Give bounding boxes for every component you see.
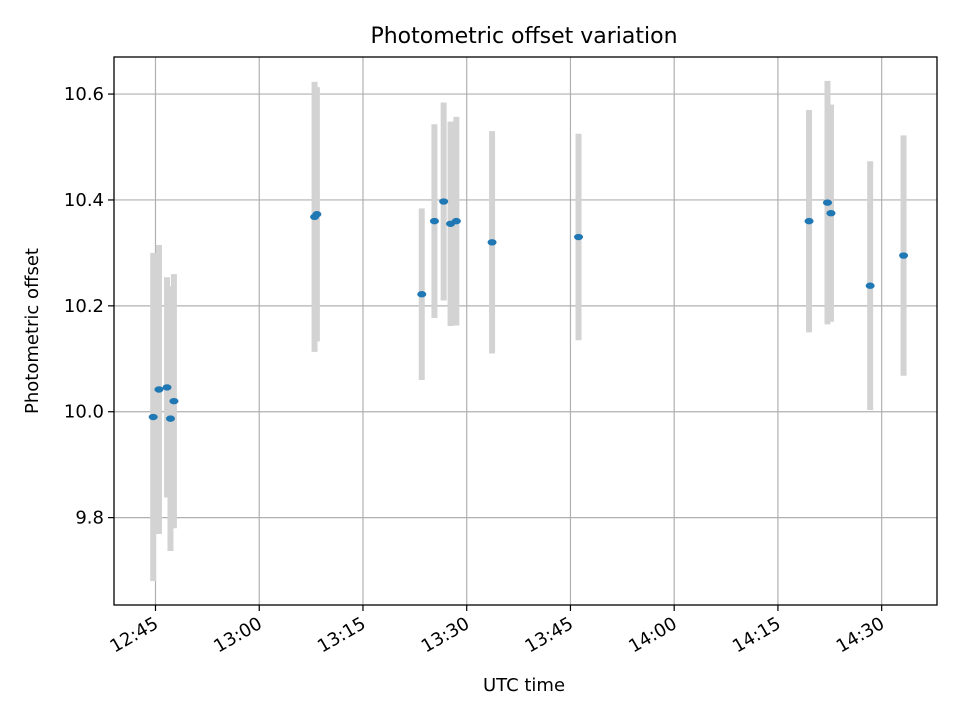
- y-tick-label: 10.4: [64, 190, 104, 211]
- x-tick-label: 14:15: [729, 613, 784, 657]
- data-point: [822, 199, 832, 206]
- data-point: [154, 386, 164, 393]
- y-axis-ticks: 9.8 10.0 10.2 10.4 10.6: [64, 84, 114, 529]
- grid: [114, 57, 937, 605]
- data-point: [417, 291, 427, 298]
- data-point: [804, 217, 814, 225]
- x-tick-label: 14:30: [833, 613, 888, 657]
- data-point: [865, 282, 875, 289]
- data-point: [162, 384, 172, 391]
- plot-frame: [113, 56, 938, 606]
- data-point: [429, 217, 439, 225]
- y-tick-label: 9.8: [75, 508, 104, 529]
- x-tick-label: 13:15: [314, 613, 369, 657]
- data-point: [826, 209, 836, 217]
- data-point: [574, 233, 584, 241]
- data-point: [439, 198, 449, 205]
- x-tick-label: 13:45: [522, 613, 577, 657]
- x-tick-label: 12:45: [107, 613, 162, 657]
- x-tick-label: 14:00: [625, 613, 680, 657]
- error-bars: [150, 80, 907, 582]
- chart-title: Photometric offset variation: [370, 24, 677, 49]
- data-point: [451, 217, 461, 225]
- x-axis-label: UTC time: [483, 675, 565, 696]
- data-point: [899, 252, 909, 259]
- data-point: [312, 211, 322, 218]
- x-tick-label: 13:00: [210, 613, 265, 657]
- y-axis-label: Photometric offset: [22, 248, 43, 414]
- data-points: [148, 198, 909, 422]
- data-point: [148, 413, 158, 421]
- data-point: [165, 415, 175, 422]
- x-tick-label: 13:30: [418, 613, 473, 657]
- y-tick-label: 10.6: [64, 84, 104, 105]
- y-tick-label: 10.2: [64, 296, 104, 317]
- y-tick-label: 10.0: [64, 402, 104, 423]
- x-axis-ticks: 12:45 13:00 13:15 13:30 13:45 14:00 14:15 14:30: [107, 605, 888, 657]
- data-point: [169, 397, 179, 405]
- data-point: [487, 239, 497, 246]
